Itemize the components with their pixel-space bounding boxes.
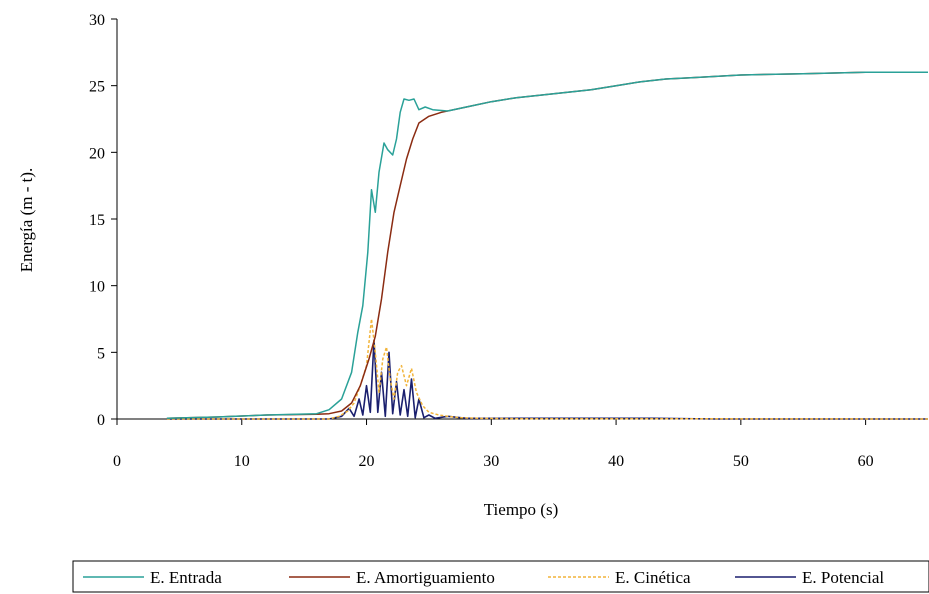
y-axis-title: Energía (m - t).	[17, 168, 36, 272]
x-axis-title: Tiempo (s)	[484, 500, 558, 519]
axes	[116, 19, 928, 420]
y-ticks: 0 5 10 15 20 25 30	[89, 12, 117, 429]
x-tick-label: 60	[858, 453, 874, 470]
x-ticks: 0 10 20 30 40 50 60	[113, 419, 874, 470]
y-tick-label: 15	[89, 212, 105, 229]
series-layer	[166, 71, 929, 420]
y-tick-label: 0	[97, 412, 105, 429]
y-tick-label: 20	[89, 145, 105, 162]
x-tick-label: 20	[359, 453, 375, 470]
y-tick-label: 25	[89, 79, 105, 96]
series-line-e-cinetica	[166, 318, 929, 420]
legend-label-e-cinetica: E. Cinética	[615, 568, 691, 587]
y-tick-label: 10	[89, 279, 105, 296]
x-tick-label: 40	[608, 453, 624, 470]
y-tick-label: 5	[97, 345, 105, 362]
x-tick-label: 50	[733, 453, 749, 470]
x-tick-label: 0	[113, 453, 121, 470]
y-tick-label: 30	[89, 12, 105, 29]
series-line-e-entrada	[166, 71, 928, 420]
legend-label-e-amortiguamiento: E. Amortiguamiento	[356, 568, 495, 587]
legend: E. Entrada E. Amortiguamiento E. Cinética E…	[72, 560, 929, 593]
legend-label-e-potencial: E. Potencial	[802, 568, 884, 587]
series-line-e-amortiguamiento	[166, 71, 928, 420]
legend-label-e-entrada: E. Entrada	[150, 568, 222, 587]
series-line-e-potencial	[166, 339, 928, 420]
x-tick-label: 30	[483, 453, 499, 470]
x-tick-label: 10	[234, 453, 250, 470]
